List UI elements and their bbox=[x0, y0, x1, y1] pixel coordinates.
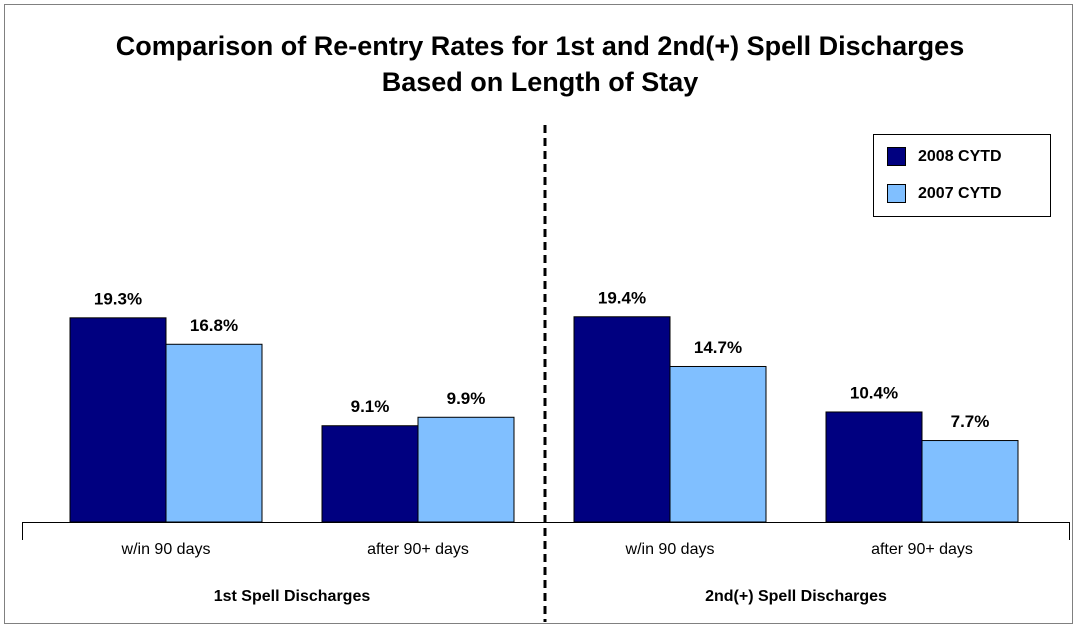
data-label: 9.1% bbox=[351, 397, 390, 416]
legend-swatch bbox=[887, 147, 906, 166]
data-label: 19.4% bbox=[598, 288, 646, 307]
bar bbox=[69, 317, 167, 523]
group-label: 1st Spell Discharges bbox=[214, 588, 371, 605]
x-tick-label: after 90+ days bbox=[367, 541, 469, 558]
data-label: 16.8% bbox=[190, 316, 238, 335]
data-label: 9.9% bbox=[447, 389, 486, 408]
chart-border bbox=[4, 4, 1073, 624]
bar bbox=[573, 316, 671, 523]
chart-title: Based on Length of Stay bbox=[382, 67, 699, 97]
bar bbox=[417, 416, 515, 523]
x-tick-label: w/in 90 days bbox=[625, 541, 715, 558]
x-tick-label: after 90+ days bbox=[871, 541, 973, 558]
data-label: 19.3% bbox=[94, 289, 142, 308]
data-label: 7.7% bbox=[951, 412, 990, 431]
bar bbox=[825, 411, 923, 523]
bar bbox=[921, 440, 1019, 523]
legend bbox=[873, 134, 1051, 217]
chart-title: Comparison of Re-entry Rates for 1st and… bbox=[116, 31, 964, 61]
legend-label: 2007 CYTD bbox=[918, 185, 1002, 202]
legend-swatch bbox=[887, 184, 906, 203]
data-label: 10.4% bbox=[850, 383, 898, 402]
bar bbox=[321, 425, 419, 523]
x-tick-label: w/in 90 days bbox=[121, 541, 211, 558]
legend-label: 2008 CYTD bbox=[918, 148, 1002, 165]
bar bbox=[669, 365, 767, 523]
group-label: 2nd(+) Spell Discharges bbox=[705, 588, 887, 605]
bar bbox=[165, 343, 263, 523]
data-label: 14.7% bbox=[694, 338, 742, 357]
